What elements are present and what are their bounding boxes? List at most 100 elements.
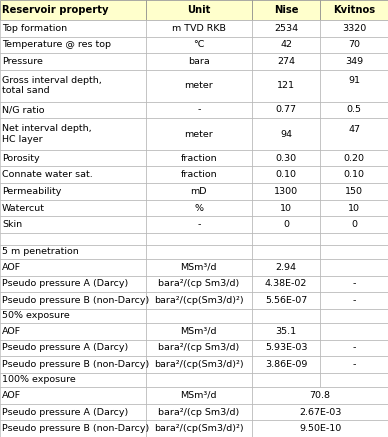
Text: 70: 70 — [348, 41, 360, 49]
Bar — [0, 166, 146, 183]
Bar — [146, 216, 252, 233]
Text: Skin: Skin — [2, 220, 22, 229]
Text: Temperature @ res top: Temperature @ res top — [2, 41, 111, 49]
Text: bara²/(cp(Sm3/d)²): bara²/(cp(Sm3/d)²) — [154, 360, 244, 369]
Text: 47: 47 — [348, 125, 360, 134]
Bar — [0, 387, 146, 404]
Text: Nise: Nise — [274, 5, 298, 15]
Bar — [320, 200, 388, 216]
Bar — [320, 37, 388, 53]
Bar — [146, 37, 252, 53]
Bar — [146, 292, 252, 309]
Bar — [0, 309, 146, 323]
Text: Top formation: Top formation — [2, 24, 67, 33]
Bar — [0, 216, 146, 233]
Bar — [320, 101, 388, 118]
Bar — [320, 340, 388, 356]
Bar — [146, 420, 252, 437]
Text: 10: 10 — [348, 204, 360, 212]
Text: 0: 0 — [283, 220, 289, 229]
Bar — [146, 323, 252, 340]
Bar — [146, 150, 252, 166]
Text: Net interval depth,
HC layer: Net interval depth, HC layer — [2, 124, 92, 144]
Bar — [0, 70, 146, 101]
Bar — [320, 309, 388, 323]
Text: meter: meter — [184, 129, 213, 139]
Text: bara²/(cp Sm3/d): bara²/(cp Sm3/d) — [158, 279, 239, 288]
Text: bara²/(cp Sm3/d): bara²/(cp Sm3/d) — [158, 408, 239, 416]
Bar — [320, 70, 388, 101]
Bar — [0, 356, 146, 373]
Bar — [146, 166, 252, 183]
Bar — [0, 420, 146, 437]
Bar — [320, 245, 388, 259]
Text: Reservoir property: Reservoir property — [2, 5, 108, 15]
Text: 0.10: 0.10 — [275, 170, 297, 179]
Text: 150: 150 — [345, 187, 363, 196]
Bar — [252, 420, 388, 437]
Bar — [146, 373, 252, 387]
Text: m TVD RKB: m TVD RKB — [172, 24, 226, 33]
Bar — [252, 309, 320, 323]
Bar — [252, 259, 320, 275]
Bar — [252, 150, 320, 166]
Text: -: - — [352, 360, 356, 369]
Text: Pseudo pressure A (Darcy): Pseudo pressure A (Darcy) — [2, 408, 128, 416]
Bar — [252, 356, 320, 373]
Bar — [0, 292, 146, 309]
Bar — [0, 233, 146, 245]
Text: N/G ratio: N/G ratio — [2, 105, 45, 114]
Text: Gross interval depth,
total sand: Gross interval depth, total sand — [2, 76, 102, 95]
Text: AOF: AOF — [2, 327, 21, 336]
Text: 4.38E-02: 4.38E-02 — [265, 279, 307, 288]
Text: 0.30: 0.30 — [275, 154, 297, 163]
Text: Kvitnos: Kvitnos — [333, 5, 375, 15]
Text: fraction: fraction — [180, 170, 217, 179]
Bar — [146, 340, 252, 356]
Text: 91: 91 — [348, 76, 360, 86]
Text: 9.50E-10: 9.50E-10 — [299, 424, 341, 433]
Bar — [146, 53, 252, 70]
Text: Pressure: Pressure — [2, 57, 43, 66]
Text: 100% exposure: 100% exposure — [2, 375, 76, 385]
Text: 3320: 3320 — [342, 24, 366, 33]
Text: -: - — [197, 220, 201, 229]
Text: bara²/(cp Sm3/d): bara²/(cp Sm3/d) — [158, 343, 239, 352]
Bar — [146, 387, 252, 404]
Bar — [146, 0, 252, 20]
Bar — [252, 404, 388, 420]
Bar — [0, 404, 146, 420]
Bar — [320, 356, 388, 373]
Bar — [146, 356, 252, 373]
Text: 35.1: 35.1 — [275, 327, 297, 336]
Bar — [252, 233, 320, 245]
Text: 50% exposure: 50% exposure — [2, 312, 70, 320]
Bar — [146, 233, 252, 245]
Text: 121: 121 — [277, 81, 295, 90]
Text: MSm³/d: MSm³/d — [180, 391, 217, 400]
Bar — [320, 275, 388, 292]
Bar — [0, 20, 146, 37]
Text: Unit: Unit — [187, 5, 211, 15]
Bar — [252, 70, 320, 101]
Text: Pseudo pressure A (Darcy): Pseudo pressure A (Darcy) — [2, 279, 128, 288]
Bar — [252, 275, 320, 292]
Text: 0.10: 0.10 — [343, 170, 365, 179]
Text: fraction: fraction — [180, 154, 217, 163]
Text: 5.56E-07: 5.56E-07 — [265, 296, 307, 305]
Text: 2534: 2534 — [274, 24, 298, 33]
Bar — [0, 37, 146, 53]
Bar — [0, 200, 146, 216]
Bar — [146, 275, 252, 292]
Text: 0.20: 0.20 — [343, 154, 365, 163]
Bar — [252, 200, 320, 216]
Bar — [0, 340, 146, 356]
Bar — [320, 183, 388, 200]
Bar — [0, 0, 146, 20]
Bar — [146, 259, 252, 275]
Bar — [252, 373, 320, 387]
Text: 2.94: 2.94 — [275, 263, 297, 272]
Bar — [320, 323, 388, 340]
Bar — [320, 216, 388, 233]
Text: 0.5: 0.5 — [346, 105, 362, 114]
